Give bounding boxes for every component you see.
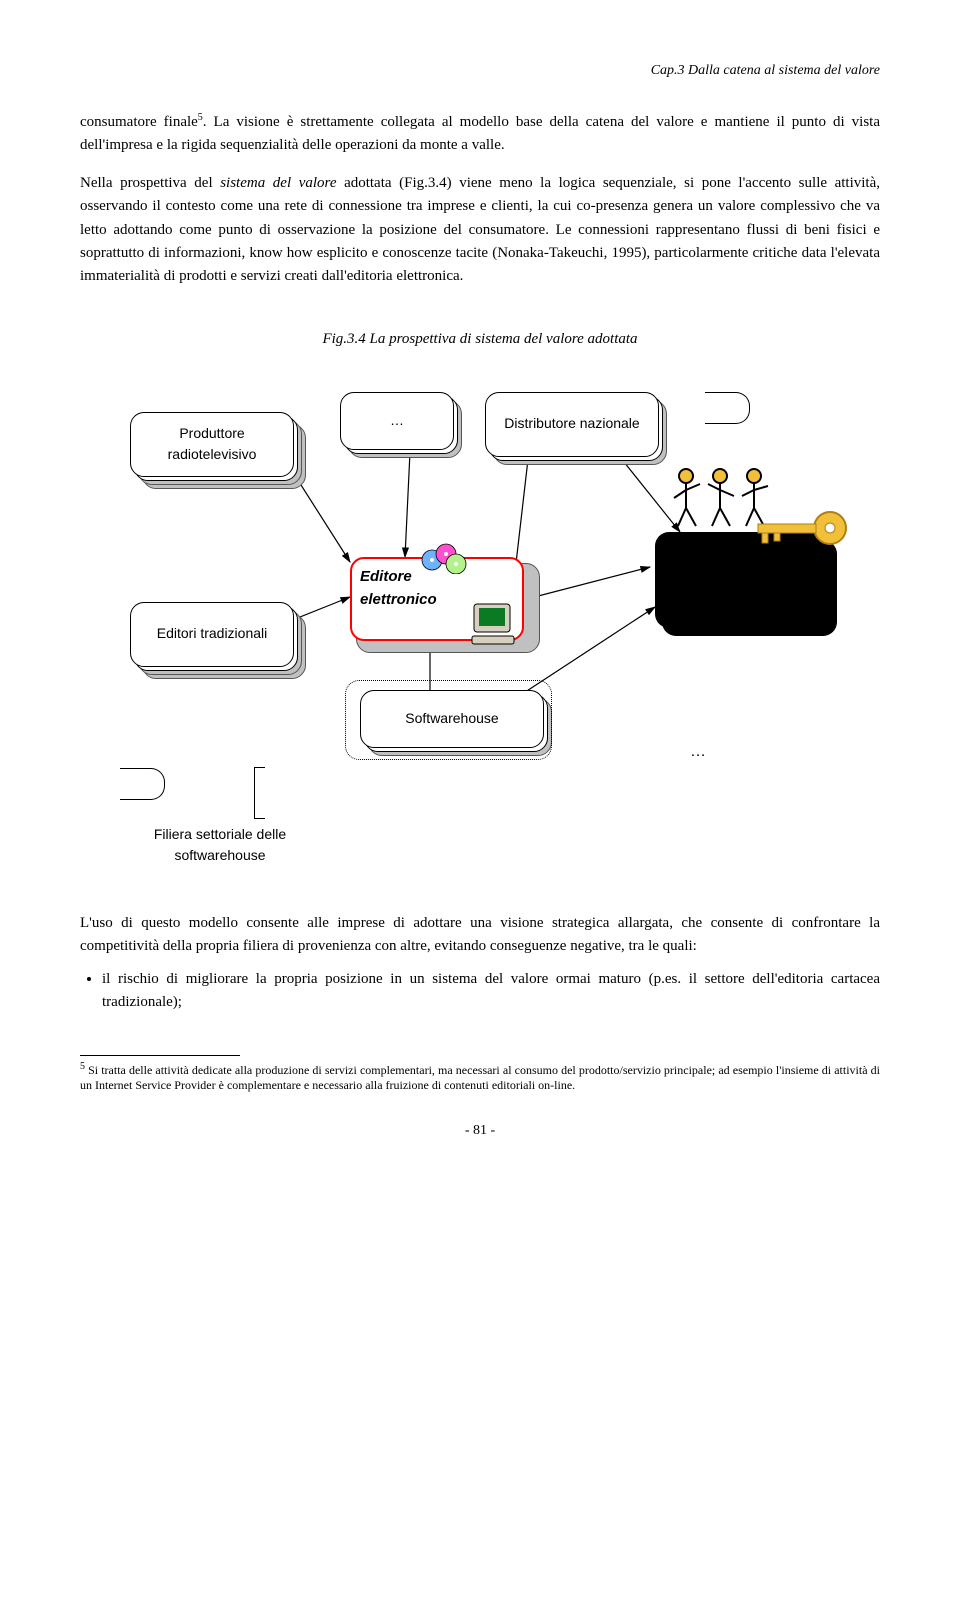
open-box-left bbox=[120, 768, 165, 800]
para2-text2: adottata (Fig.3.4) viene meno la logica … bbox=[80, 175, 880, 284]
node-ellipsis-top: … bbox=[340, 392, 454, 450]
footnote-separator bbox=[80, 1055, 240, 1056]
running-header: Cap.3 Dalla catena al sistema del valore bbox=[80, 60, 880, 82]
para1-text1: consumatore finale bbox=[80, 114, 198, 130]
node-produttore: Produttore radiotelevisivo bbox=[130, 412, 294, 477]
footnote-5: 5 Si tratta delle attività dedicate alla… bbox=[80, 1060, 880, 1094]
paragraph-2: Nella prospettiva del sistema del valore… bbox=[80, 172, 880, 288]
footnote-text: Si tratta delle attività dedicate alla p… bbox=[80, 1063, 880, 1093]
page-number: - 81 - bbox=[80, 1120, 880, 1142]
node-distributore: Distributore nazionale bbox=[485, 392, 659, 457]
softwarehouse-dotted-frame bbox=[345, 680, 552, 760]
para2-text1: Nella prospettiva del bbox=[80, 175, 220, 191]
paragraph-1: consumatore finale5. La visione è strett… bbox=[80, 110, 880, 158]
bullet-1: il rischio di migliorare la propria posi… bbox=[102, 968, 880, 1015]
figure-diagram: Produttore radiotelevisivo … Distributor… bbox=[110, 372, 850, 892]
filiera-label: Filiera settoriale delle softwarehouse bbox=[140, 824, 300, 867]
open-box-top-right bbox=[705, 392, 750, 424]
node-ellipsis-top-stack: … bbox=[340, 392, 440, 448]
para2-emphasis: sistema del valore bbox=[220, 175, 336, 191]
cds-icon bbox=[420, 540, 470, 574]
node-editori-trad: Editori tradizionali bbox=[130, 602, 294, 667]
computer-icon bbox=[470, 602, 516, 648]
ellipsis-right: … bbox=[690, 740, 706, 765]
node-editori-trad-stack: Editori tradizionali bbox=[130, 602, 280, 664]
key-icon bbox=[750, 506, 850, 554]
bullet-list: il rischio di migliorare la propria posi… bbox=[80, 968, 880, 1015]
paragraph-3: L'uso di questo modello consente alle im… bbox=[80, 912, 880, 959]
filiera-bracket bbox=[254, 767, 265, 819]
figure-caption: Fig.3.4 La prospettiva di sistema del va… bbox=[80, 328, 880, 351]
node-produttore-stack: Produttore radiotelevisivo bbox=[130, 412, 280, 474]
node-distributore-stack: Distributore nazionale bbox=[485, 392, 645, 454]
